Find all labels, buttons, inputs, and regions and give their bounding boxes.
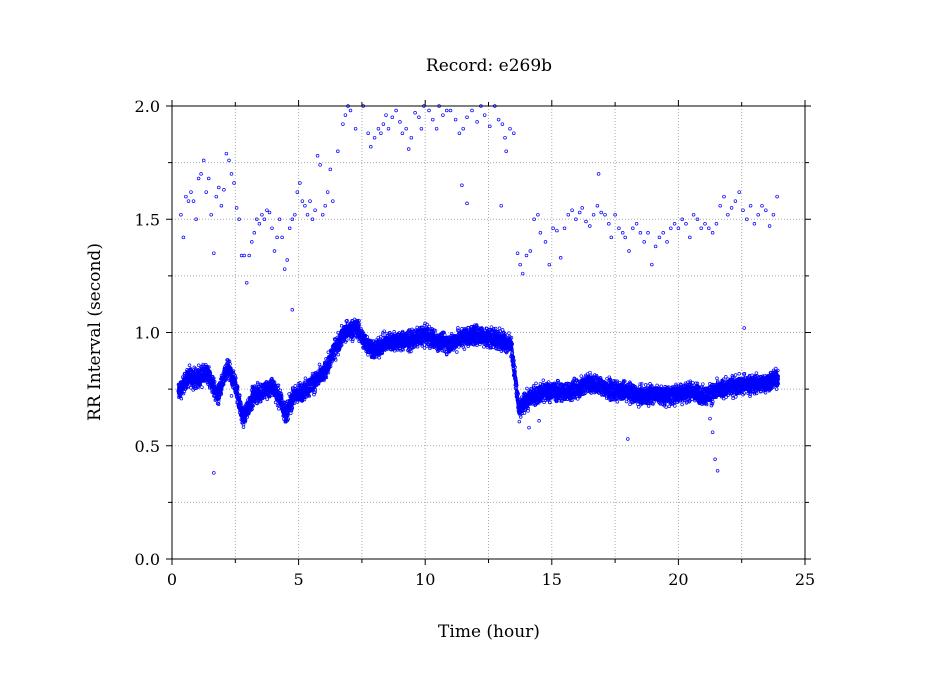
data-point <box>211 380 216 384</box>
data-point <box>238 393 242 398</box>
data-point <box>200 385 204 389</box>
data-point <box>534 381 538 386</box>
data-point <box>235 391 240 395</box>
data-point <box>262 395 266 400</box>
data-point <box>277 407 281 411</box>
data-point <box>290 406 295 410</box>
data-point <box>292 401 297 405</box>
data-point <box>179 396 184 401</box>
data-point <box>239 403 244 407</box>
data-point <box>224 376 229 381</box>
data-point <box>186 384 190 389</box>
data-point <box>251 404 255 408</box>
data-point <box>219 391 223 395</box>
data-point <box>264 380 269 384</box>
data-point <box>286 413 290 417</box>
data-point <box>286 417 290 421</box>
data-point <box>482 345 486 349</box>
data-point <box>336 352 340 357</box>
data-point <box>228 362 232 366</box>
data-point <box>241 425 246 429</box>
data-point <box>205 365 210 369</box>
data-point <box>212 380 217 384</box>
data-point <box>187 363 192 368</box>
data-point <box>207 365 211 369</box>
data-point <box>234 376 238 380</box>
data-point <box>285 411 290 416</box>
data-point <box>493 326 498 331</box>
data-point <box>212 376 216 380</box>
data-point <box>189 386 193 390</box>
data-point <box>196 363 201 368</box>
data-point <box>233 374 238 378</box>
data-point <box>293 384 298 388</box>
data-point <box>265 397 269 401</box>
data-point <box>243 418 248 422</box>
data-point <box>231 369 236 373</box>
data-point <box>181 391 186 396</box>
data-point <box>303 376 308 381</box>
data-point <box>223 377 228 382</box>
data-point <box>300 384 304 388</box>
data-point <box>279 398 284 402</box>
data-point <box>193 386 197 391</box>
data-point <box>250 407 254 412</box>
data-point <box>259 399 263 404</box>
data-point <box>245 415 250 419</box>
data-point <box>217 396 222 400</box>
data-point <box>226 362 231 367</box>
data-point <box>198 382 202 387</box>
data-point <box>279 392 284 396</box>
data-point <box>377 356 381 360</box>
data-point <box>219 392 224 396</box>
data-point <box>246 412 251 416</box>
data-points <box>176 104 780 475</box>
data-point <box>276 383 281 388</box>
data-point <box>270 376 274 381</box>
data-point <box>455 350 459 354</box>
data-point <box>243 419 247 424</box>
data-point <box>278 388 282 393</box>
data-point <box>255 380 260 385</box>
data-point <box>235 385 240 389</box>
data-point <box>255 401 259 406</box>
data-point <box>273 400 278 405</box>
data-point <box>279 394 284 398</box>
data-point <box>497 326 502 331</box>
data-point <box>541 378 546 383</box>
data-point <box>517 419 522 424</box>
